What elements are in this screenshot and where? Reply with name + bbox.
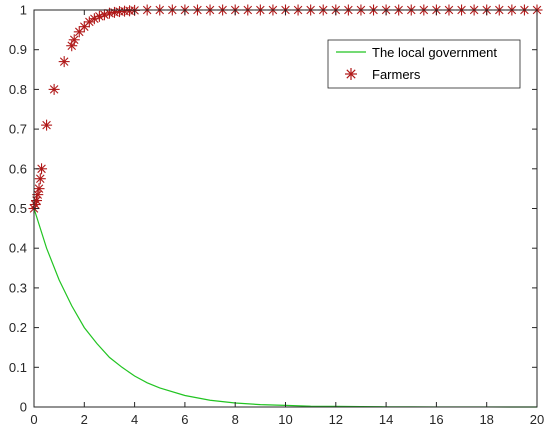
y-tick-label: 0.5 — [9, 201, 27, 216]
x-tick-label: 6 — [181, 412, 188, 427]
x-tick-label: 12 — [329, 412, 343, 427]
ticks-layer: 0 2 4 6 8 10 12 14 16 18 20 0 0.1 0.2 0.3 0.4 0.5 0.6 0.7 0… — [9, 3, 544, 428]
y-tick-label: 0.7 — [9, 122, 27, 137]
x-tick-label: 4 — [131, 412, 138, 427]
legend-label-farmers: Farmers — [372, 67, 421, 82]
legend-box — [327, 39, 521, 89]
legend-asterisk-marker — [345, 68, 357, 80]
y-tick-label: 0.9 — [9, 42, 27, 57]
x-tick-label: 16 — [429, 412, 443, 427]
farmers-point — [34, 173, 46, 185]
legend-label-local-government: The local government — [372, 45, 497, 60]
x-tick-label: 0 — [30, 412, 37, 427]
farmers-point — [68, 34, 80, 46]
y-tick-label: 0.6 — [9, 161, 27, 176]
x-tick-label: 20 — [530, 412, 544, 427]
y-tick-label: 0 — [20, 400, 27, 415]
x-tick-label: 8 — [232, 412, 239, 427]
x-tick-label: 18 — [479, 412, 493, 427]
farmers-point — [58, 56, 70, 68]
y-tick-label: 0.8 — [9, 82, 27, 97]
y-tick-label: 0.4 — [9, 241, 27, 256]
x-tick-label: 10 — [278, 412, 292, 427]
x-tick-label: 2 — [81, 412, 88, 427]
y-tick-label: 0.1 — [9, 360, 27, 375]
x-tick-label: 14 — [379, 412, 393, 427]
legend: The local government Farmers — [327, 39, 521, 89]
farmers-point — [33, 183, 45, 195]
y-tick-label: 0.2 — [9, 320, 27, 335]
y-tick-label: 1 — [20, 3, 27, 18]
farmers-point — [48, 83, 60, 95]
farmers-point — [93, 10, 105, 22]
series-line-local-government — [33, 208, 537, 408]
farmers-point — [41, 119, 53, 131]
y-tick-label: 0.3 — [9, 280, 27, 295]
